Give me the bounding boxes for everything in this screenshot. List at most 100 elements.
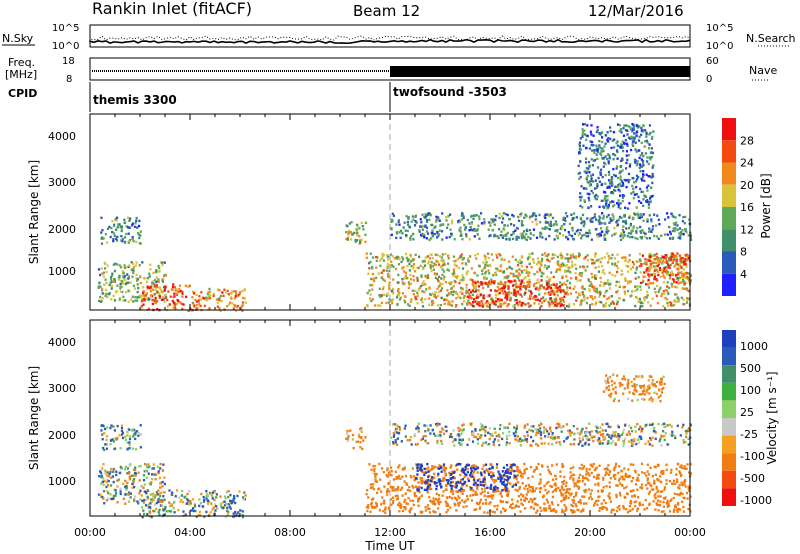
data-cell xyxy=(433,465,436,469)
data-cell xyxy=(519,302,522,306)
data-cell xyxy=(399,506,403,509)
data-cell xyxy=(352,446,355,450)
data-cell xyxy=(430,223,433,227)
data-cell xyxy=(577,164,580,168)
data-cell xyxy=(459,279,462,282)
data-cell xyxy=(416,266,419,269)
data-cell xyxy=(428,495,431,499)
data-cell xyxy=(406,223,410,227)
data-cell xyxy=(133,432,136,436)
data-cell xyxy=(561,274,564,278)
data-cell xyxy=(422,280,425,283)
data-cell xyxy=(545,280,548,283)
data-cell xyxy=(476,486,479,489)
data-cell xyxy=(443,270,446,273)
data-cell xyxy=(609,500,613,503)
data-cell xyxy=(560,264,563,268)
data-cell xyxy=(520,295,524,298)
data-cell xyxy=(147,297,150,301)
data-cell xyxy=(370,468,373,471)
data-cell xyxy=(672,278,675,281)
data-cell xyxy=(555,283,558,286)
data-cell xyxy=(637,199,641,203)
data-cell xyxy=(412,293,415,296)
data-cell xyxy=(443,465,446,469)
data-cell xyxy=(483,254,486,257)
data-cell xyxy=(652,175,655,178)
data-cell xyxy=(657,503,660,507)
data-cell xyxy=(484,498,487,502)
data-cell xyxy=(585,231,588,235)
data-cell xyxy=(677,273,680,276)
data-cell xyxy=(128,443,131,447)
data-cell xyxy=(594,276,597,280)
data-cell xyxy=(347,434,350,438)
data-cell xyxy=(532,284,536,288)
data-cell xyxy=(114,436,117,440)
data-cell xyxy=(568,303,571,306)
data-cell xyxy=(634,141,637,144)
data-cell xyxy=(646,463,649,466)
data-cell xyxy=(650,151,653,154)
data-cell xyxy=(384,511,387,514)
data-cell xyxy=(521,285,524,288)
data-cell xyxy=(382,286,385,289)
data-cell xyxy=(438,275,441,279)
data-cell xyxy=(646,141,649,144)
data-cell xyxy=(205,495,208,498)
data-cell xyxy=(571,509,574,512)
data-cell xyxy=(513,279,516,282)
data-cell xyxy=(517,219,521,223)
data-cell xyxy=(665,289,669,292)
data-cell xyxy=(221,291,224,294)
data-cell xyxy=(655,503,659,506)
data-cell xyxy=(110,497,113,501)
data-cell xyxy=(632,177,635,180)
data-cell xyxy=(511,213,514,217)
data-cell xyxy=(497,305,500,308)
data-cell xyxy=(519,510,522,513)
data-cell xyxy=(113,429,117,432)
data-cell xyxy=(545,498,549,502)
data-cell xyxy=(478,217,481,221)
data-cell xyxy=(634,289,637,293)
data-cell xyxy=(619,165,622,169)
data-cell xyxy=(562,281,565,285)
data-cell xyxy=(507,275,510,278)
data-cell xyxy=(427,466,430,469)
data-cell xyxy=(604,173,607,177)
data-cell xyxy=(383,485,386,488)
data-cell xyxy=(206,292,210,296)
data-cell xyxy=(597,495,600,499)
data-cell xyxy=(487,269,490,272)
data-cell xyxy=(502,283,506,287)
data-cell xyxy=(372,278,375,281)
data-cell xyxy=(444,252,447,256)
data-cell xyxy=(686,297,689,300)
data-cell xyxy=(131,237,134,240)
data-cell xyxy=(554,298,558,301)
data-cell xyxy=(682,277,685,281)
data-cell xyxy=(500,287,503,290)
data-cell xyxy=(551,495,554,499)
data-cell xyxy=(532,470,535,473)
data-cell xyxy=(443,263,447,266)
data-cell xyxy=(553,508,556,511)
velocity-panel: Slant Range [km] 4000 3000 2000 1000 100… xyxy=(27,319,779,519)
data-cell xyxy=(444,280,448,284)
data-cell xyxy=(474,229,477,233)
data-cell xyxy=(244,494,247,497)
data-cell xyxy=(556,289,559,292)
data-cell xyxy=(449,506,452,509)
data-cell xyxy=(583,266,586,269)
data-cell xyxy=(152,495,155,499)
data-cell xyxy=(579,192,582,195)
data-cell xyxy=(546,258,549,262)
data-cell xyxy=(488,294,491,297)
data-cell xyxy=(218,298,221,302)
data-cell xyxy=(490,477,493,480)
data-cell xyxy=(461,218,464,221)
data-cell xyxy=(97,268,101,271)
data-cell xyxy=(600,230,604,233)
data-cell xyxy=(554,487,558,491)
